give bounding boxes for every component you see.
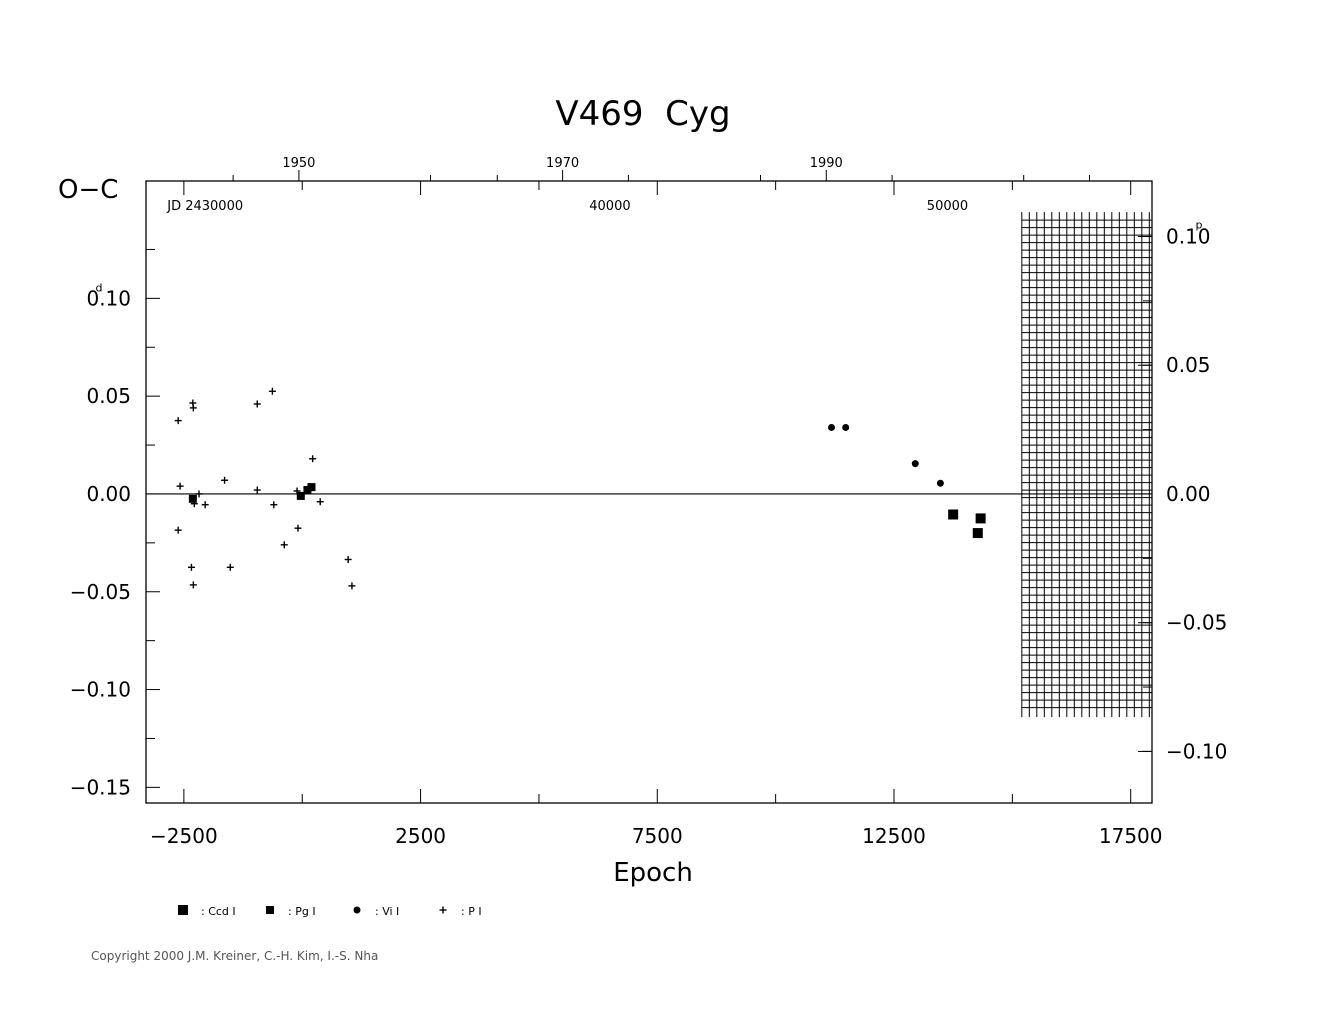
year-label: 1950	[282, 156, 315, 171]
data-point	[348, 582, 356, 590]
data-point	[280, 541, 288, 549]
y-tick-label: −0.15	[70, 775, 131, 799]
y-tick-label: 0.00	[86, 482, 131, 506]
data-point	[176, 482, 184, 490]
data-point	[195, 490, 203, 498]
right-y-tick-label: 0.05	[1166, 353, 1211, 377]
x-axis-label: Epoch	[613, 858, 693, 888]
y-tick-label: 0.10	[86, 286, 131, 310]
data-point	[344, 555, 352, 563]
data-point	[975, 513, 986, 524]
data-point	[911, 460, 919, 468]
x-tick-label: 7500	[632, 824, 683, 848]
copyright-notice: Copyright 2000 J.M. Kreiner, C.-H. Kim, …	[91, 949, 379, 963]
legend-marker	[178, 905, 188, 915]
right-y-tick-label: 0.10	[1166, 225, 1211, 249]
data-point	[316, 498, 324, 506]
x-tick-label: 12500	[862, 824, 926, 848]
y-tick-label: −0.10	[70, 678, 131, 702]
legend-marker	[266, 906, 274, 914]
hatched-region	[1021, 212, 1152, 718]
data-point	[189, 404, 197, 412]
year-label: 1970	[546, 156, 579, 171]
right-y-unit-label: p	[1196, 219, 1203, 232]
right-y-tick-label: 0.00	[1166, 482, 1211, 506]
data-point	[828, 423, 836, 431]
jd-label: 50000	[927, 199, 968, 214]
data-point	[174, 417, 182, 425]
x-tick-label: −2500	[150, 824, 218, 848]
legend-marker	[439, 906, 447, 914]
data-point	[293, 487, 301, 495]
legend-label: : Vi I	[375, 905, 399, 918]
x-tick-label: 17500	[1099, 824, 1163, 848]
data-point	[268, 387, 276, 395]
data-point	[296, 491, 305, 500]
data-point	[972, 528, 983, 539]
jd-label: 40000	[589, 199, 630, 214]
y-tick-label: 0.05	[86, 384, 131, 408]
year-label: 1990	[810, 156, 843, 171]
data-point	[190, 500, 198, 508]
data-point	[948, 509, 959, 520]
data-point	[189, 581, 197, 589]
data-point	[307, 483, 316, 492]
y-tick-label: −0.05	[70, 580, 131, 604]
legend-label: : P I	[461, 905, 482, 918]
y-axis-label: O−C	[58, 175, 118, 205]
plot-frame	[145, 180, 1153, 804]
data-point	[303, 486, 312, 495]
data-point	[842, 423, 850, 431]
data-point	[201, 501, 209, 509]
data-point	[226, 563, 234, 571]
data-point	[174, 526, 182, 534]
right-y-tick-label: −0.10	[1166, 739, 1227, 763]
legend-marker	[353, 906, 361, 914]
right-y-tick-label: −0.05	[1166, 611, 1227, 635]
data-point	[253, 486, 261, 494]
y-unit-label: d	[96, 281, 103, 294]
x-tick-label: 2500	[395, 824, 446, 848]
legend-label: : Ccd I	[201, 905, 236, 918]
data-point	[270, 501, 278, 509]
data-point	[221, 476, 229, 484]
data-point	[253, 400, 261, 408]
data-point	[294, 524, 302, 532]
jd-label: JD 2430000	[166, 199, 243, 214]
data-point	[187, 563, 195, 571]
data-point	[936, 479, 944, 487]
data-point	[188, 494, 197, 503]
chart-title: V469 Cyg	[555, 94, 730, 134]
legend-label: : Pg I	[288, 905, 316, 918]
data-point	[309, 455, 317, 463]
